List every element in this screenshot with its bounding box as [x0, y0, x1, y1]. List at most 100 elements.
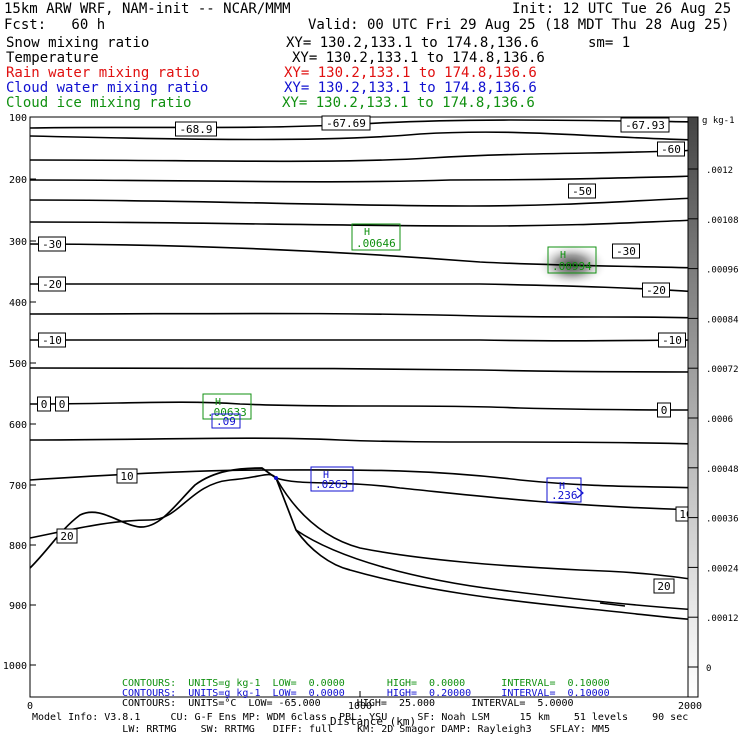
- contour-label-box: [37, 396, 51, 412]
- contour-label: -50: [572, 185, 592, 198]
- y-tick-label: 600: [9, 420, 27, 431]
- maximum-value: .236: [551, 489, 578, 502]
- field-xy-temperature: XY= 130.2,133.1 to 174.8,136.6: [292, 50, 545, 66]
- contour-label: 20: [60, 530, 73, 543]
- y-tick-label: 200: [9, 175, 27, 186]
- contour-label: -10: [42, 334, 62, 347]
- y-tick-label: 1000: [3, 661, 27, 672]
- contour-label: -20: [646, 284, 666, 297]
- x-tick-label: 0: [27, 701, 33, 712]
- colorbar-tick-label: .00108: [706, 216, 739, 226]
- isotherm-line: [30, 283, 699, 293]
- y-tick-label: 500: [9, 359, 27, 370]
- maximum-h-label: H: [215, 397, 221, 408]
- contour-label: 0: [59, 398, 66, 411]
- maximum-box: [351, 223, 401, 251]
- x-tick-label: 2000: [678, 701, 702, 712]
- colorbar-tick-label: .0012: [706, 166, 733, 176]
- maximum-value: .00633: [207, 406, 247, 419]
- colorbar-scale: [687, 116, 699, 698]
- maximum-h-label: H: [323, 470, 329, 481]
- contour-label-box: [38, 236, 66, 252]
- isotherm-line: [29, 469, 699, 489]
- contour-label-box: [657, 402, 671, 418]
- contour-label: 0: [661, 404, 668, 417]
- field-extra-snow: sm= 1: [588, 35, 631, 51]
- y-tick-label: 800: [9, 541, 27, 552]
- temperature-contours: [29, 119, 699, 621]
- contour-label-box: [38, 276, 66, 292]
- terrain-point-marker: [274, 476, 278, 480]
- colorbar-tick-label: .00036: [706, 515, 739, 525]
- colorbar: g kg-1 0 .00012 .00024 .00036 .00048 .0006 .000…: [687, 116, 739, 698]
- isotherm-line: [29, 175, 699, 183]
- isotherm-line: [29, 197, 699, 207]
- maximum-value: .09: [216, 415, 236, 428]
- colorbar-unit: g kg-1: [702, 116, 735, 126]
- contour-label: -67.69: [326, 117, 366, 130]
- terrain-outline: [29, 467, 351, 571]
- snow-contour-small: [599, 602, 626, 607]
- maximum-value: .00994: [552, 260, 592, 273]
- maximum-h-label: H: [364, 227, 370, 238]
- contour-label: -60: [661, 143, 681, 156]
- maximum-box: [310, 466, 354, 492]
- valid-time: Valid: 00 UTC Fri 29 Aug 25 (18 MDT Thu …: [308, 17, 730, 33]
- contour-label: -30: [42, 238, 62, 251]
- colorbar-tick-label: .00072: [706, 365, 739, 375]
- field-name-temperature: Temperature: [6, 50, 99, 66]
- contour-label: 10: [120, 470, 133, 483]
- contour-labels: -68.9 -67.69 -67.93 -60 -50 -30 -30 -20 -20 -10 -1…: [37, 115, 697, 594]
- contour-label: 0: [41, 398, 48, 411]
- contour-info-cloud-ice: CONTOURS: UNITS=g kg-1 LOW= 0.0000 HIGH=…: [122, 678, 610, 689]
- field-xy-rain: XY= 130.2,133.1 to 174.8,136.6: [284, 65, 537, 81]
- y-tick-label: 700: [9, 481, 27, 492]
- contour-info-cloud-water: CONTOURS: UNITS=g kg-1 LOW= 0.0000 HIGH=…: [122, 688, 610, 699]
- contour-label: -20: [42, 278, 62, 291]
- colorbar-tick-label: 0: [706, 664, 711, 674]
- cloud-water-contour-right: [576, 487, 584, 499]
- contour-label: -30: [616, 245, 636, 258]
- field-name-rain: Rain water mixing ratio: [6, 65, 200, 81]
- y-tick-label: 900: [9, 601, 27, 612]
- y-tick-label: 300: [9, 237, 27, 248]
- contour-label-box: [38, 332, 66, 348]
- field-name-cloud-water: Cloud water mixing ratio: [6, 80, 209, 96]
- isotherm-line: [275, 477, 699, 581]
- contour-label: -67.93: [625, 119, 665, 132]
- contour-label: 20: [657, 580, 670, 593]
- y-tick-label: 400: [9, 298, 27, 309]
- field-xy-cloud-water: XY= 130.2,133.1 to 174.8,136.6: [284, 80, 537, 96]
- contour-label-box: [653, 578, 675, 594]
- isotherm-line: [29, 312, 699, 319]
- contour-label-box: [321, 115, 371, 131]
- init-time: Init: 12 UTC Tue 26 Aug 25: [512, 1, 732, 17]
- field-name-snow: Snow mixing ratio: [6, 35, 150, 51]
- colorbar-tick-label: .00096: [706, 266, 739, 276]
- field-xy-snow: XY= 130.2,133.1 to 174.8,136.6: [286, 35, 539, 51]
- maximum-box: [547, 246, 597, 274]
- model-info-line2: LW: RRTMG SW: RRTMG DIFF: full KM: 2D Sm…: [32, 724, 610, 735]
- isotherm-line: [29, 219, 699, 227]
- contour-label-box: [55, 396, 69, 412]
- colorbar-tick-label: .0006: [706, 415, 733, 425]
- colorbar-tick-label: .00084: [706, 315, 739, 325]
- colorbar-tick-label: .00012: [706, 614, 739, 624]
- isotherm-line: [29, 401, 699, 411]
- maximum-box: [546, 477, 582, 503]
- contour-label-box: [568, 183, 596, 199]
- isotherm-line: [295, 529, 699, 611]
- maximum-box: [202, 393, 252, 420]
- contour-label-box: [116, 468, 138, 484]
- contour-info-temperature: CONTOURS: UNITS=°C LOW= -65.000 HIGH= 25…: [122, 698, 574, 709]
- model-info-line1: Model Info: V3.8.1 CU: G-F Ens MP: WDM 6…: [32, 712, 689, 723]
- contour-label-box: [620, 117, 670, 133]
- title-model: 15km ARW WRF, NAM-init -- NCAR/MMM: [4, 1, 291, 17]
- maximum-value: .00646: [356, 237, 396, 250]
- colorbar-tick-label: .00048: [706, 465, 739, 475]
- forecast-hour: Fcst: 60 h: [4, 17, 106, 33]
- isotherm-line: [29, 149, 699, 163]
- isotherm-line: [29, 243, 699, 269]
